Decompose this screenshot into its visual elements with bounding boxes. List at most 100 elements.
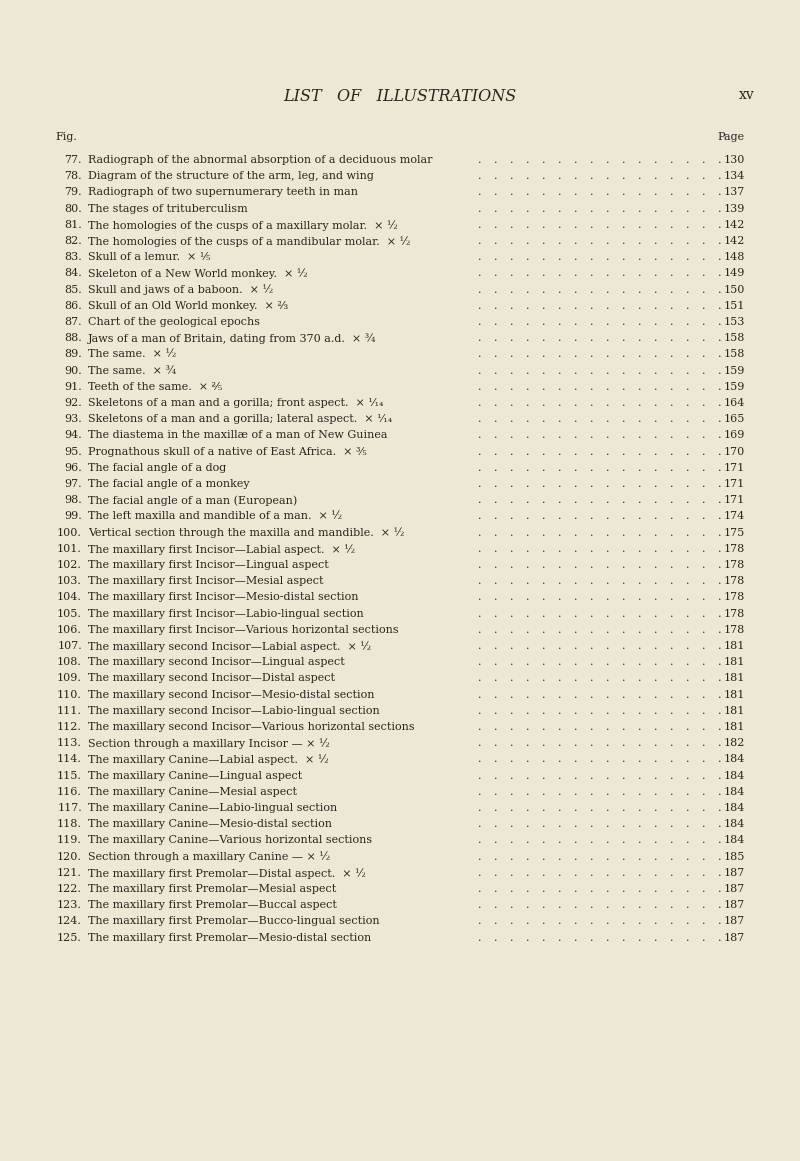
Text: .: .	[494, 479, 498, 489]
Text: The maxillary Canine—Mesial aspect: The maxillary Canine—Mesial aspect	[88, 787, 297, 796]
Text: .: .	[526, 219, 530, 230]
Text: .: .	[558, 511, 562, 521]
Text: .: .	[558, 560, 562, 570]
Text: 113.: 113.	[57, 738, 82, 748]
Text: .: .	[574, 447, 578, 456]
Text: .: .	[510, 317, 514, 327]
Text: .: .	[494, 236, 498, 246]
Text: .: .	[590, 641, 594, 651]
Text: .: .	[718, 236, 722, 246]
Text: .: .	[526, 900, 530, 910]
Text: 169: 169	[724, 431, 745, 440]
Text: .: .	[558, 576, 562, 586]
Text: .: .	[526, 431, 530, 440]
Text: .: .	[558, 252, 562, 262]
Text: .: .	[574, 867, 578, 878]
Text: .: .	[526, 527, 530, 538]
Text: .: .	[702, 301, 706, 311]
Text: .: .	[702, 884, 706, 894]
Text: .: .	[622, 738, 626, 748]
Text: .: .	[622, 236, 626, 246]
Text: .: .	[654, 625, 658, 635]
Text: 110.: 110.	[57, 690, 82, 700]
Text: .: .	[654, 673, 658, 684]
Text: .: .	[702, 511, 706, 521]
Text: .: .	[654, 771, 658, 780]
Text: The maxillary Canine—Labio-lingual section: The maxillary Canine—Labio-lingual secti…	[88, 803, 338, 813]
Text: .: .	[686, 543, 690, 554]
Text: .: .	[478, 771, 482, 780]
Text: .: .	[670, 755, 674, 764]
Text: .: .	[590, 527, 594, 538]
Text: .: .	[494, 284, 498, 295]
Text: .: .	[510, 511, 514, 521]
Text: .: .	[478, 171, 482, 181]
Text: 106.: 106.	[57, 625, 82, 635]
Text: .: .	[478, 268, 482, 279]
Text: .: .	[606, 414, 610, 424]
Text: 102.: 102.	[57, 560, 82, 570]
Text: .: .	[510, 690, 514, 700]
Text: .: .	[478, 576, 482, 586]
Text: 108.: 108.	[57, 657, 82, 668]
Text: .: .	[670, 771, 674, 780]
Text: .: .	[606, 252, 610, 262]
Text: .: .	[686, 511, 690, 521]
Text: .: .	[542, 252, 546, 262]
Text: .: .	[622, 496, 626, 505]
Text: 91.: 91.	[64, 382, 82, 391]
Text: 151: 151	[724, 301, 745, 311]
Text: .: .	[558, 673, 562, 684]
Text: .: .	[590, 673, 594, 684]
Text: .: .	[622, 511, 626, 521]
Text: .: .	[590, 592, 594, 603]
Text: .: .	[702, 625, 706, 635]
Text: .: .	[478, 852, 482, 861]
Text: .: .	[702, 560, 706, 570]
Text: .: .	[558, 608, 562, 619]
Text: .: .	[590, 447, 594, 456]
Text: .: .	[558, 463, 562, 473]
Text: .: .	[718, 576, 722, 586]
Text: .: .	[702, 317, 706, 327]
Text: .: .	[526, 592, 530, 603]
Text: .: .	[510, 398, 514, 408]
Text: .: .	[542, 284, 546, 295]
Text: .: .	[590, 836, 594, 845]
Text: .: .	[606, 852, 610, 861]
Text: .: .	[622, 156, 626, 165]
Text: .: .	[638, 625, 642, 635]
Text: .: .	[718, 820, 722, 829]
Text: .: .	[670, 706, 674, 716]
Text: .: .	[478, 431, 482, 440]
Text: 125.: 125.	[57, 932, 82, 943]
Text: .: .	[718, 657, 722, 668]
Text: 87.: 87.	[64, 317, 82, 327]
Text: .: .	[478, 867, 482, 878]
Text: .: .	[542, 803, 546, 813]
Text: .: .	[606, 447, 610, 456]
Text: .: .	[590, 560, 594, 570]
Text: .: .	[526, 252, 530, 262]
Text: .: .	[478, 543, 482, 554]
Text: .: .	[494, 398, 498, 408]
Text: .: .	[702, 284, 706, 295]
Text: .: .	[526, 511, 530, 521]
Text: .: .	[510, 187, 514, 197]
Text: .: .	[654, 156, 658, 165]
Text: .: .	[622, 625, 626, 635]
Text: .: .	[638, 252, 642, 262]
Text: .: .	[558, 803, 562, 813]
Text: .: .	[718, 333, 722, 344]
Text: .: .	[590, 366, 594, 376]
Text: .: .	[686, 576, 690, 586]
Text: .: .	[702, 171, 706, 181]
Text: .: .	[702, 156, 706, 165]
Text: .: .	[558, 219, 562, 230]
Text: .: .	[590, 771, 594, 780]
Text: .: .	[574, 398, 578, 408]
Text: The maxillary first Incisor—Various horizontal sections: The maxillary first Incisor—Various hori…	[88, 625, 398, 635]
Text: .: .	[670, 932, 674, 943]
Text: .: .	[654, 932, 658, 943]
Text: .: .	[686, 803, 690, 813]
